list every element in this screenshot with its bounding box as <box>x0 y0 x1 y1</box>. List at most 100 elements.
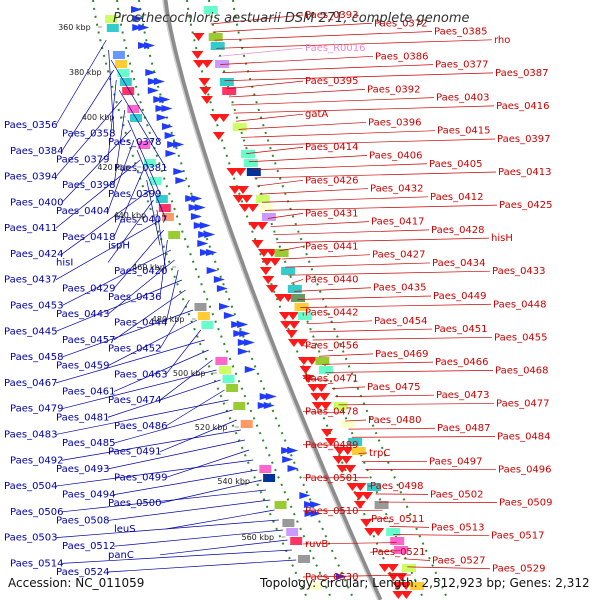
right-gene-label: Paes_0416 <box>496 101 550 112</box>
cog-category-block <box>258 204 273 212</box>
left-gene-label: Paes_0356 <box>4 120 58 131</box>
left-gene-label: Paes_0436 <box>108 292 162 303</box>
minus-strand-gene <box>246 204 259 212</box>
right-leader-line <box>369 550 401 553</box>
genome-backbone <box>162 0 383 600</box>
left-gene-label: Paes_0486 <box>114 421 168 432</box>
grid-arc <box>92 0 309 600</box>
left-leader-line <box>61 189 151 255</box>
plus-strand-gene <box>173 141 185 148</box>
right-leader-line <box>262 196 429 203</box>
plus-strand-gene <box>190 213 202 220</box>
minus-strand-gene <box>256 222 269 230</box>
plus-strand-gene <box>287 465 299 472</box>
cog-category-block <box>333 402 348 410</box>
right-gene-label: Paes_0372 <box>374 18 428 29</box>
plus-strand-gene <box>299 492 311 499</box>
backbone-layer <box>162 0 383 600</box>
minus-strand-gene <box>274 294 287 302</box>
right-leader-line <box>403 558 431 561</box>
left-leader-line <box>107 79 117 160</box>
left-leader-line <box>159 359 213 401</box>
right-leader-line <box>222 64 434 73</box>
right-leader-line <box>325 370 494 373</box>
cog-category-block <box>261 213 276 221</box>
minus-strand-gene <box>372 528 385 536</box>
plus-strand-gene <box>188 204 200 211</box>
plus-strand-gene <box>156 114 168 121</box>
left-gene-label: panC <box>108 550 134 561</box>
left-gene-label: Paes_0445 <box>4 326 58 337</box>
minus-strand-gene <box>333 447 346 455</box>
grid-layer <box>92 0 449 600</box>
right-leader-line <box>210 14 304 25</box>
kbp-tick-label: 560 kbp <box>242 533 275 542</box>
minus-strand-gene <box>236 186 249 194</box>
minus-strand-gene <box>200 60 213 68</box>
plus-strand-gene <box>265 393 277 400</box>
right-gene-label: Paes_0511 <box>371 514 425 525</box>
right-gene-label: Paes_0395 <box>305 76 359 87</box>
right-leader-line <box>306 320 373 325</box>
left-leader-line <box>159 419 237 452</box>
minus-strand-gene <box>200 96 213 104</box>
plus-strand-gene <box>310 510 322 517</box>
plus-strand-gene <box>175 177 187 184</box>
cog-category-block <box>122 87 135 95</box>
right-gene-label: Paes_0513 <box>431 522 485 533</box>
minus-strand-gene <box>344 465 357 473</box>
right-leader-line <box>288 270 491 276</box>
left-gene-label: Paes_0492 <box>10 455 64 466</box>
cog-category-block <box>219 78 234 86</box>
right-gene-label: Paes_0478 <box>305 407 359 418</box>
right-leader-line <box>279 246 304 252</box>
minus-strand-gene <box>400 582 413 590</box>
left-leader-line <box>113 529 284 547</box>
right-gene-label: Paes_0433 <box>492 266 546 277</box>
kbp-tick-label: 460 kbp <box>132 263 165 272</box>
right-gene-label: Paes_0387 <box>495 68 549 79</box>
right-leader-line <box>302 509 383 512</box>
right-gene-label: Paes_0509 <box>499 498 553 509</box>
right-leader-line <box>309 328 433 333</box>
minus-strand-gene <box>262 276 275 284</box>
left-leader-line <box>55 39 107 126</box>
right-gene-label: Paes_0451 <box>434 324 488 335</box>
kbp-tick-label: 380 kbp <box>69 68 102 77</box>
right-gene-label: Paes_0431 <box>305 208 359 219</box>
cog-category-block <box>208 33 223 41</box>
cog-category-block <box>222 375 235 383</box>
right-leader-line <box>228 89 366 98</box>
left-leader-line <box>127 119 161 194</box>
minus-strand-gene <box>191 51 204 59</box>
left-gene-label: Paes_0407 <box>114 215 168 226</box>
cog-category-block <box>259 465 272 473</box>
plus-strand-gene <box>200 249 212 256</box>
left-leader-line <box>107 499 271 521</box>
right-leader-line <box>302 444 356 446</box>
right-leader-line <box>236 113 304 122</box>
plus-strand-gene <box>131 6 143 13</box>
plus-strand-gene <box>206 267 218 274</box>
right-gene-label: gatA <box>305 109 328 120</box>
minus-strand-gene <box>341 447 354 455</box>
plus-strand-gene <box>145 69 157 76</box>
left-gene-label: Paes_0379 <box>56 154 110 165</box>
right-gene-label: Paes_0456 <box>305 341 359 352</box>
right-leader-line <box>282 254 371 260</box>
left-gene-label: Paes_0524 <box>56 567 110 578</box>
minus-strand-gene <box>217 114 230 122</box>
left-gene-label: Paes_0420 <box>114 266 168 277</box>
cog-category-block <box>297 312 312 320</box>
right-gene-label: Paes_0469 <box>375 349 429 360</box>
cog-category-block <box>290 537 303 545</box>
left-gene-label: Paes_0411 <box>4 223 58 234</box>
left-leader-line <box>113 409 233 444</box>
kbp-tick-label: 400 kbp <box>82 113 115 122</box>
kbp-tick-label: 520 kbp <box>195 423 228 432</box>
right-gene-label: Paes_0434 <box>432 258 486 269</box>
right-gene-label: Paes_0442 <box>305 308 359 319</box>
left-gene-label: Paes_0491 <box>108 447 162 458</box>
left-leader-line <box>61 489 266 513</box>
right-gene-label: Paes_0471 <box>305 374 359 385</box>
